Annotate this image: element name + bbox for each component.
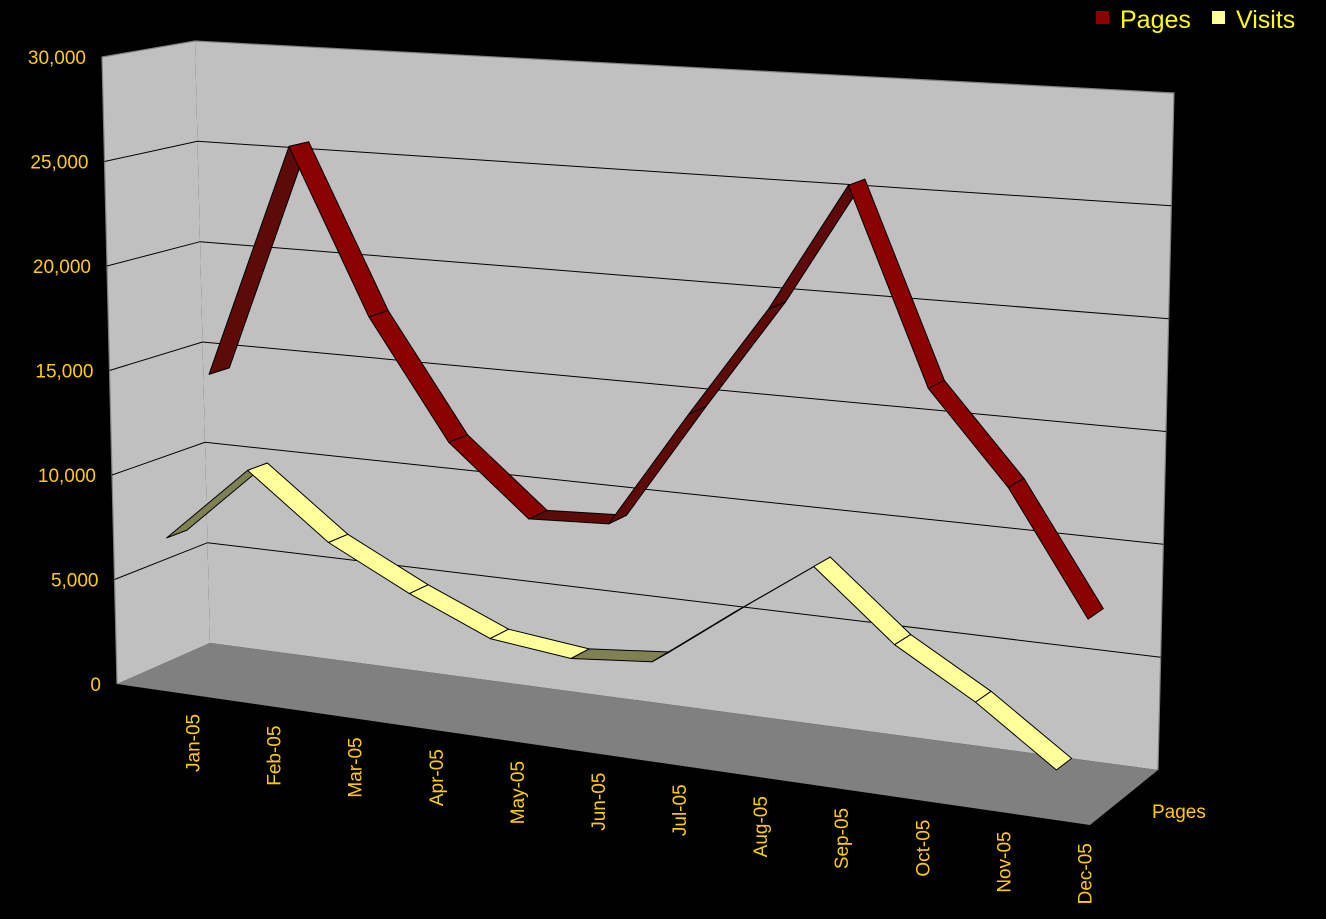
y-tick-label: 25,000 — [30, 153, 88, 174]
x-tick-label: Feb-05 — [265, 726, 286, 786]
legend-label-pages: Pages — [1120, 6, 1191, 34]
y-tick-label: 20,000 — [33, 257, 91, 278]
gridline — [111, 441, 1164, 545]
legend-label-visits: Visits — [1236, 6, 1295, 34]
gridline — [106, 241, 1169, 320]
y-tick-label: 10,000 — [38, 466, 96, 487]
y-axis-tick-labels: 0 5,000 10,000 15,000 20,000 25,000 30,000 — [28, 48, 101, 696]
ribbon-segment — [1007, 477, 1104, 620]
x-tick-label: Aug-05 — [751, 796, 772, 857]
legend-swatch-visits — [1212, 11, 1225, 24]
x-tick-label: Mar-05 — [346, 737, 367, 797]
back-wall — [195, 41, 1174, 770]
series-visits — [166, 462, 1073, 771]
legend: Pages Visits — [1096, 6, 1295, 34]
gridline — [114, 542, 1161, 658]
x-tick-label: Jun-05 — [589, 773, 610, 831]
gridline — [104, 140, 1172, 207]
x-axis-tick-labels: Jan-05 Feb-05 Mar-05 Apr-05 May-05 Jun-05 Jul-… — [183, 714, 1096, 905]
depth-axis-label: Pages — [1152, 802, 1206, 823]
series-ribbons — [166, 141, 1104, 771]
x-tick-label: Jan-05 — [183, 714, 204, 772]
side-wall — [102, 41, 210, 684]
series-pages — [208, 141, 1104, 620]
x-tick-label: Nov-05 — [994, 831, 1015, 892]
ribbon-segment — [975, 690, 1073, 771]
x-tick-label: Oct-05 — [913, 820, 934, 877]
x-tick-label: Jul-05 — [670, 784, 691, 836]
legend-swatch-pages — [1096, 11, 1109, 24]
x-tick-label: May-05 — [508, 761, 529, 824]
floor — [117, 643, 1158, 825]
y-tick-label: 5,000 — [51, 571, 99, 592]
x-tick-label: Sep-05 — [832, 808, 853, 869]
y-tick-label: 30,000 — [28, 48, 86, 69]
x-tick-label: Apr-05 — [427, 749, 448, 806]
x-tick-label: Dec-05 — [1076, 843, 1097, 904]
gridlines — [104, 140, 1172, 658]
y-tick-label: 0 — [90, 675, 101, 696]
y-tick-label: 15,000 — [35, 362, 93, 383]
gridline — [109, 341, 1167, 432]
chart-walls — [101, 40, 1175, 825]
